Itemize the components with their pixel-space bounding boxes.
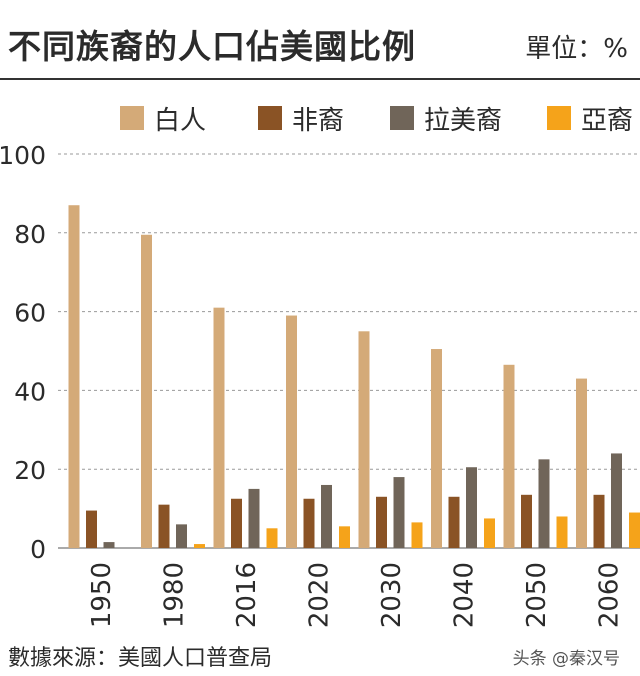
bar-2050-1 [521,494,532,548]
y-axis-ticks: 0 20 40 60 80 100 [0,141,46,564]
bar-1950-0 [68,205,80,548]
bar-2030-3 [411,522,423,548]
legend-item-white: 白人 [120,100,206,136]
bar-2030-2 [393,477,405,548]
legend-swatch-black [258,106,282,130]
bar-2016-3 [266,528,278,548]
bar-2040-3 [484,518,495,548]
bar-2060-0 [576,378,587,548]
watermark: 头条 @秦汉号 [512,649,620,669]
x-tick-label: 2060 [595,562,625,628]
x-tick-label: 2016 [232,562,262,628]
bar-2050-0 [503,364,515,548]
x-tick-label: 2050 [522,562,552,628]
bar-1980-1 [158,504,170,548]
bar-2050-3 [556,516,568,548]
bar-2060-2 [611,453,622,548]
bar-2016-2 [248,488,260,548]
legend-item-asian: 亞裔 [547,100,633,136]
bar-2020-3 [339,526,350,548]
bar-2016-1 [231,498,242,548]
y-tick-label: 0 [30,535,46,564]
bar-2016-0 [213,307,225,548]
legend-label-white: 白人 [154,105,207,136]
x-axis-ticks: 1950 1980 2016 2020 2030 2040 2050 2060 [87,562,625,628]
x-tick-label: 2020 [305,562,335,628]
y-tick-label: 100 [0,141,46,170]
bar-2020-0 [286,315,297,548]
x-tick-label: 1950 [87,562,117,628]
bar-1980-0 [141,234,152,548]
bar-2040-2 [466,467,477,548]
bar-2030-0 [358,331,370,548]
bar-2040-0 [431,349,442,548]
y-tick-label: 20 [14,456,46,485]
chart-title: 不同族裔的人口佔美國比例 [8,27,416,66]
bar-2030-1 [376,496,387,548]
legend-label-hispanic: 拉美裔 [424,105,503,136]
legend: 白人 非裔 拉美裔 亞裔 [0,100,640,136]
y-tick-label: 80 [14,220,46,249]
bar-1980-2 [176,524,187,548]
bar-1980-3 [194,544,205,548]
unit-label: 單位：% [525,34,628,64]
legend-swatch-white [120,106,144,130]
x-tick-label: 1980 [160,562,190,628]
bar-1950-1 [86,510,97,548]
legend-item-hispanic: 拉美裔 [390,100,502,136]
bar-2020-1 [303,498,315,548]
bar-2050-2 [538,459,550,548]
legend-swatch-hispanic [390,106,414,130]
title-divider [0,78,640,80]
y-tick-label: 60 [14,299,46,328]
bar-2040-1 [448,496,460,548]
bar-2060-1 [593,494,605,548]
bar-2060-3 [629,512,640,548]
bar-1950-2 [103,542,115,548]
x-tick-label: 2040 [450,562,480,628]
legend-label-asian: 亞裔 [581,105,634,136]
legend-item-black: 非裔 [258,100,344,136]
source-note: 數據來源：美國人口普查局 [8,646,273,671]
legend-label-black: 非裔 [292,105,345,136]
legend-swatch-asian [547,106,571,130]
x-tick-label: 2030 [377,562,407,628]
bars [68,205,640,548]
y-tick-label: 40 [14,377,46,406]
bar-2020-2 [321,484,332,548]
